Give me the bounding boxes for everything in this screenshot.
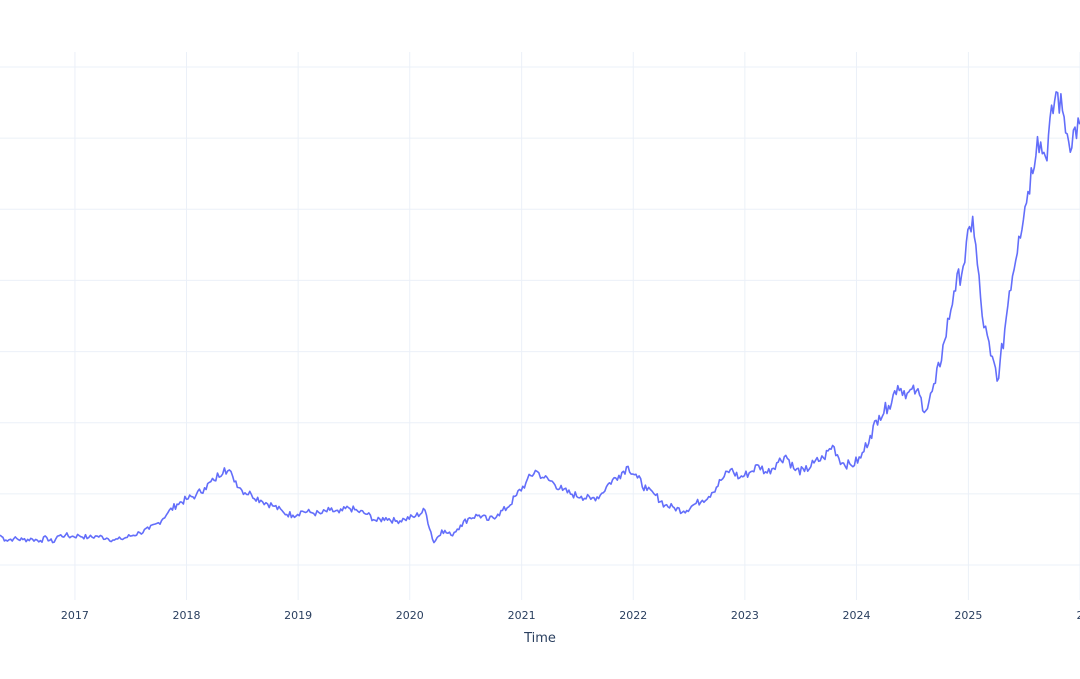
x-tick-label: 2023 <box>731 609 759 622</box>
x-tick-label: 2018 <box>173 609 201 622</box>
x-tick-label: 2021 <box>508 609 536 622</box>
x-tick-label: 2017 <box>61 609 89 622</box>
x-tick-label: 2024 <box>842 609 870 622</box>
x-tick-label: 2022 <box>619 609 647 622</box>
x-tick-label: 2020 <box>396 609 424 622</box>
x-tick-label: 2019 <box>284 609 312 622</box>
x-tick-label: 2 <box>1077 609 1080 622</box>
x-axis-title: Time <box>523 631 556 646</box>
x-tick-label: 2025 <box>954 609 982 622</box>
